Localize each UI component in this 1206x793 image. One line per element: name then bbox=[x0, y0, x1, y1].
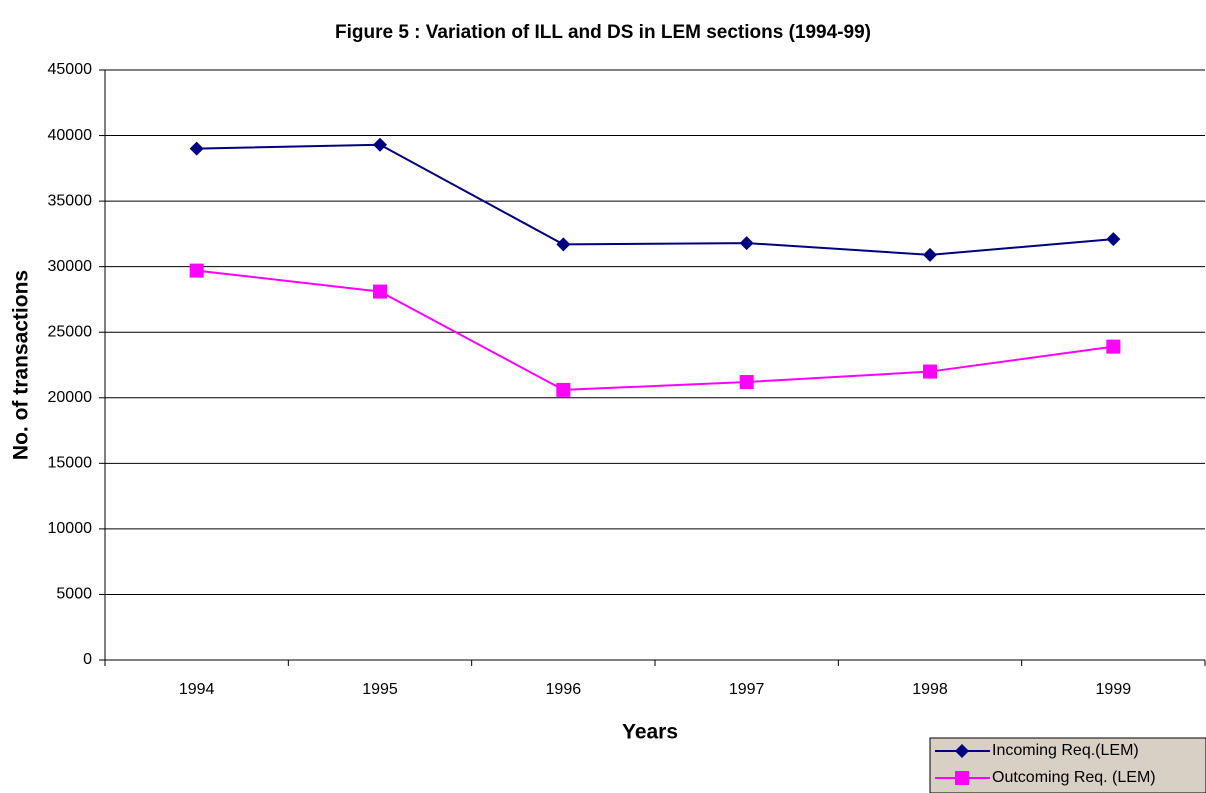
marker bbox=[923, 247, 937, 262]
legend bbox=[929, 737, 1206, 793]
series-line bbox=[196, 143, 1114, 256]
x-tick-label: 1994 bbox=[179, 681, 215, 698]
series-line bbox=[196, 269, 1114, 391]
legend-label: Incoming Req.(LEM) bbox=[992, 742, 1139, 759]
marker bbox=[1106, 232, 1121, 247]
marker bbox=[556, 237, 571, 252]
y-tick-label: 20000 bbox=[48, 389, 93, 406]
x-tick-label: 1995 bbox=[362, 681, 398, 698]
marker bbox=[1106, 339, 1121, 354]
marker bbox=[373, 137, 387, 152]
legend-label: Outcoming Req. (LEM) bbox=[992, 769, 1156, 786]
x-axis-label: Years bbox=[622, 721, 678, 744]
y-tick-label: 5000 bbox=[56, 586, 92, 603]
x-tick-label: 1997 bbox=[729, 681, 765, 698]
y-tick-label: 45000 bbox=[48, 61, 93, 78]
y-tick-label: 35000 bbox=[48, 192, 93, 209]
marker bbox=[556, 382, 571, 397]
marker bbox=[373, 284, 387, 299]
chart-title: Figure 5 : Variation of ILL and DS in LE… bbox=[335, 22, 871, 43]
y-axis-label: No. of transactions bbox=[10, 270, 33, 460]
legend-marker bbox=[955, 771, 969, 785]
y-tick-label: 10000 bbox=[48, 520, 93, 537]
marker bbox=[923, 364, 937, 379]
y-tick-label: 25000 bbox=[48, 323, 93, 340]
y-tick-label: 40000 bbox=[48, 127, 93, 144]
legend-marker bbox=[955, 744, 969, 758]
y-tick-label: 0 bbox=[83, 651, 92, 668]
x-tick-label: 1998 bbox=[912, 681, 948, 698]
marker bbox=[739, 375, 754, 390]
marker bbox=[189, 141, 204, 156]
x-tick-label: 1996 bbox=[546, 681, 582, 698]
y-tick-label: 30000 bbox=[48, 258, 93, 275]
marker bbox=[189, 263, 204, 278]
marker bbox=[739, 236, 754, 251]
y-tick-label: 15000 bbox=[48, 455, 93, 472]
x-tick-label: 1999 bbox=[1096, 681, 1132, 698]
